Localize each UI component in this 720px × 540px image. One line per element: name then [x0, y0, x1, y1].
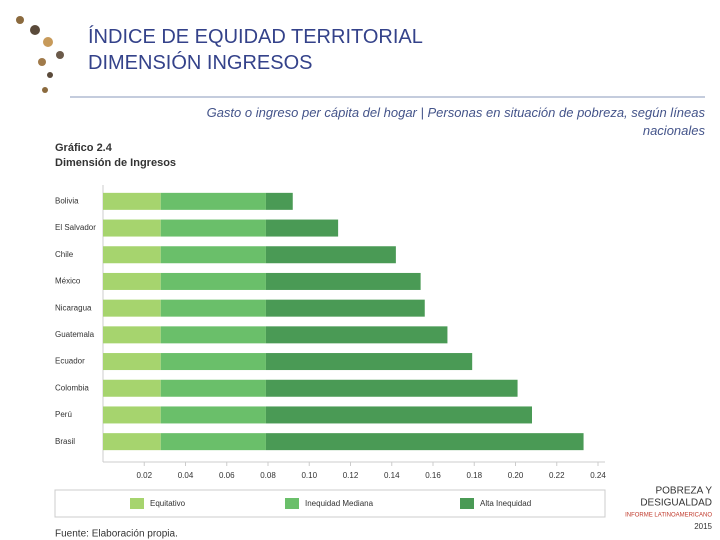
- bar-segment: [160, 246, 266, 264]
- title: DIMENSIÓN INGRESOS: [88, 52, 313, 74]
- legend-label: Alta Inequidad: [480, 499, 531, 508]
- legend-label: Equitativo: [150, 499, 186, 508]
- bar-segment: [103, 219, 161, 237]
- y-tick-label: Guatemala: [55, 330, 95, 339]
- bar-segment: [103, 406, 161, 424]
- logo-text: 2015: [694, 522, 712, 531]
- bar-segment: [103, 353, 161, 371]
- bar-segment: [160, 272, 266, 290]
- subtitle: Gasto o ingreso per cápita del hogar | P…: [206, 105, 705, 138]
- bar-segment: [103, 326, 161, 344]
- y-tick-label: Colombia: [55, 383, 89, 392]
- bar-segment: [160, 326, 266, 344]
- logo-text: DESIGUALDAD: [640, 498, 712, 509]
- bar-segment: [103, 379, 161, 397]
- bar-segment: [265, 192, 293, 210]
- x-tick-label: 0.12: [343, 471, 359, 480]
- bar-segment: [103, 272, 161, 290]
- y-tick-label: El Salvador: [55, 223, 96, 232]
- logo-text: POBREZA Y: [655, 486, 712, 497]
- decoration: [16, 16, 64, 93]
- bar-segment: [265, 326, 448, 344]
- x-tick-label: 0.20: [508, 471, 524, 480]
- bar-segment: [160, 192, 266, 210]
- bar-segment: [265, 219, 339, 237]
- bar-segment: [265, 299, 425, 317]
- legend-swatch: [460, 498, 474, 509]
- x-tick-label: 0.06: [219, 471, 235, 480]
- bar-segment: [160, 353, 266, 371]
- bar-segment: [103, 192, 161, 210]
- bar-segment: [265, 272, 421, 290]
- chart-title: Gráfico 2.4: [55, 142, 113, 154]
- x-tick-label: 0.24: [590, 471, 606, 480]
- x-tick-label: 0.02: [136, 471, 152, 480]
- bar-segment: [265, 379, 518, 397]
- y-tick-label: Perú: [55, 410, 72, 419]
- logo-text: INFORME LATINOAMERICANO: [625, 513, 712, 519]
- x-tick-label: 0.22: [549, 471, 565, 480]
- bar-segment: [160, 299, 266, 317]
- y-tick-label: Chile: [55, 250, 74, 259]
- chart-subtitle: Dimensión de Ingresos: [55, 157, 176, 169]
- x-tick-label: 0.18: [466, 471, 482, 480]
- y-tick-label: Bolivia: [55, 196, 79, 205]
- y-tick-label: Nicaragua: [55, 303, 92, 312]
- y-tick-label: México: [55, 277, 81, 286]
- legend-box: [54, 489, 606, 518]
- x-tick-label: 0.16: [425, 471, 441, 480]
- bar-segment: [160, 406, 266, 424]
- bar-segment: [103, 246, 161, 264]
- bar-segment: [103, 433, 161, 451]
- x-tick-label: 0.10: [301, 471, 317, 480]
- bar-segment: [160, 219, 266, 237]
- source: Fuente: Elaboración propia.: [55, 529, 178, 540]
- legend-label: Inequidad Mediana: [305, 499, 374, 508]
- bar-segment: [160, 379, 266, 397]
- bar-segment: [265, 353, 473, 371]
- y-tick-label: Brasil: [55, 437, 75, 446]
- bar-segment: [160, 433, 266, 451]
- bar-segment: [265, 246, 396, 264]
- title: ÍNDICE DE EQUIDAD TERRITORIAL: [88, 26, 423, 48]
- bar-segment: [265, 406, 532, 424]
- bar-segment: [265, 433, 584, 451]
- x-tick-label: 0.14: [384, 471, 400, 480]
- y-tick-label: Ecuador: [55, 357, 85, 366]
- x-tick-label: 0.08: [260, 471, 276, 480]
- legend-swatch: [130, 498, 144, 509]
- bar-segment: [103, 299, 161, 317]
- legend-swatch: [285, 498, 299, 509]
- x-tick-label: 0.04: [178, 471, 194, 480]
